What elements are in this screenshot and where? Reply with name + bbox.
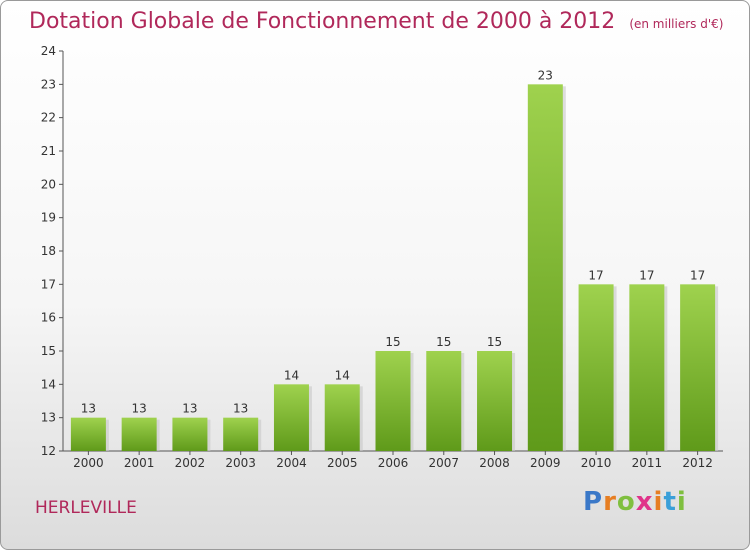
data-label: 15 bbox=[487, 335, 502, 349]
x-tick-label: 2010 bbox=[581, 456, 612, 470]
bar bbox=[273, 384, 309, 451]
bar bbox=[680, 284, 716, 451]
data-label: 17 bbox=[639, 268, 654, 282]
y-tick-label: 19 bbox=[41, 211, 56, 225]
bar bbox=[578, 284, 614, 451]
data-label: 13 bbox=[81, 402, 96, 416]
data-label: 17 bbox=[588, 268, 603, 282]
x-tick-label: 2012 bbox=[682, 456, 713, 470]
bar bbox=[223, 417, 259, 451]
logo-letter: i bbox=[676, 487, 687, 517]
data-label: 23 bbox=[538, 68, 553, 82]
x-tick-label: 2008 bbox=[479, 456, 510, 470]
logo-letter: o bbox=[616, 487, 636, 517]
x-tick-label: 2007 bbox=[428, 456, 459, 470]
bar bbox=[629, 284, 665, 451]
x-tick-label: 2011 bbox=[632, 456, 663, 470]
commune-name: HERLEVILLE bbox=[35, 498, 137, 518]
data-labels: 13 13 13 13 14 14 15 15 15 23 17 17 17 bbox=[81, 68, 706, 415]
y-tick-label: 21 bbox=[41, 144, 56, 158]
logo-letter: i bbox=[653, 487, 664, 517]
x-tick-label: 2001 bbox=[124, 456, 155, 470]
bar bbox=[375, 351, 411, 451]
y-tick-label: 12 bbox=[41, 444, 56, 458]
chart-title: Dotation Globale de Fonctionnement de 20… bbox=[29, 9, 723, 34]
logo-letter: t bbox=[663, 487, 677, 517]
bar bbox=[527, 84, 563, 451]
bar bbox=[426, 351, 462, 451]
bar bbox=[121, 417, 157, 451]
data-label: 17 bbox=[690, 268, 705, 282]
bars bbox=[70, 84, 719, 451]
data-label: 15 bbox=[385, 335, 400, 349]
x-tick-label: 2002 bbox=[175, 456, 206, 470]
y-tick-label: 22 bbox=[41, 111, 56, 125]
logo-letter: P bbox=[583, 487, 604, 517]
data-label: 15 bbox=[436, 335, 451, 349]
y-tick-label: 17 bbox=[41, 277, 56, 291]
x-tick-label: 2003 bbox=[225, 456, 256, 470]
y-tick-label: 18 bbox=[41, 244, 56, 258]
x-tick-label: 2004 bbox=[276, 456, 307, 470]
y-tick-label: 14 bbox=[41, 377, 56, 391]
y-tick-label: 13 bbox=[41, 411, 56, 425]
y-tick-label: 24 bbox=[41, 44, 56, 58]
y-tick-label: 20 bbox=[41, 177, 56, 191]
data-label: 13 bbox=[182, 402, 197, 416]
data-label: 14 bbox=[284, 368, 299, 382]
chart-title-text: Dotation Globale de Fonctionnement de 20… bbox=[29, 9, 616, 34]
x-tick-label: 2006 bbox=[378, 456, 409, 470]
x-tick-label: 2005 bbox=[327, 456, 358, 470]
y-tick-label: 16 bbox=[41, 311, 56, 325]
bar bbox=[477, 351, 513, 451]
x-tick-label: 2000 bbox=[73, 456, 104, 470]
logo-letter: x bbox=[635, 487, 654, 517]
bar bbox=[324, 384, 360, 451]
logo-letter: r bbox=[603, 487, 617, 517]
bar bbox=[172, 417, 208, 451]
proxiti-logo: Proxiti bbox=[583, 487, 687, 517]
data-label: 14 bbox=[335, 368, 350, 382]
data-label: 13 bbox=[132, 402, 147, 416]
data-label: 13 bbox=[233, 402, 248, 416]
axes: 12 13 14 15 16 17 18 19 20 21 22 23 24 2000 2001 2002 20… bbox=[41, 44, 723, 470]
y-tick-label: 23 bbox=[41, 77, 56, 91]
bar bbox=[70, 417, 106, 451]
chart-unit: (en milliers d'€) bbox=[629, 17, 724, 31]
x-tick-label: 2009 bbox=[530, 456, 561, 470]
y-tick-label: 15 bbox=[41, 344, 56, 358]
